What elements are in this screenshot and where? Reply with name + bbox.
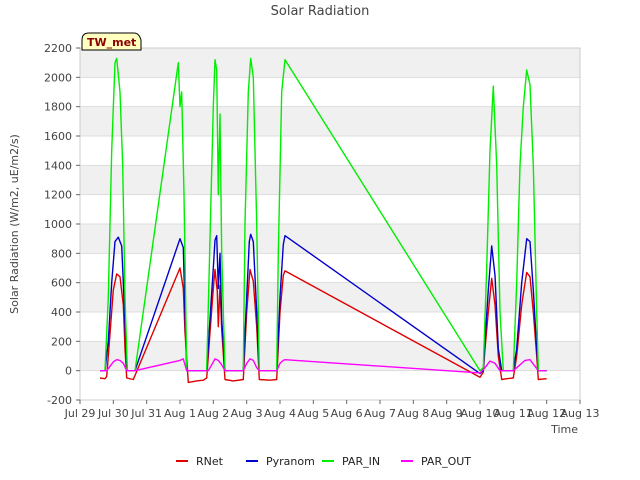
y-tick-label: 800: [51, 247, 72, 260]
y-tick-label: 400: [51, 306, 72, 319]
grid-band: [80, 282, 580, 312]
x-tick-label: Aug 5: [297, 407, 329, 420]
x-tick-label: Aug 4: [264, 407, 296, 420]
chart-title: Solar Radiation: [271, 4, 370, 19]
x-tick-label: Aug 8: [397, 407, 429, 420]
y-tick-label: 1000: [44, 218, 72, 231]
y-tick-label: 0: [65, 365, 72, 378]
x-tick-label: Aug 7: [364, 407, 396, 420]
y-axis-label: Solar Radiation (W/m2, uE/m2/s): [8, 134, 21, 314]
legend-label: Pyranom: [266, 455, 315, 468]
legend-label: RNet: [196, 455, 224, 468]
y-tick-label: 2200: [44, 42, 72, 55]
series-line-par-in: [104, 57, 547, 372]
y-tick-label: -200: [47, 394, 72, 407]
legend: RNet Pyranom PAR_IN PAR_OUT: [176, 455, 471, 468]
y-tick-label: 2000: [44, 71, 72, 84]
y-tick-label: 1400: [44, 159, 72, 172]
x-tick-label: Aug 2: [197, 407, 229, 420]
x-tick-label: Aug 1: [164, 407, 196, 420]
y-tick-label: 1600: [44, 130, 72, 143]
station-badge: TW_met: [81, 32, 142, 51]
series-line-par-out: [100, 358, 547, 374]
x-axis-label: Time: [550, 423, 578, 436]
station-badge-label: TW_met: [87, 36, 136, 49]
series-layer: [99, 57, 547, 384]
y-axis-ticks: -200 0 200 400 600 800 1000 1200 1400 1600 1800 200…: [44, 42, 80, 407]
x-tick-label: Aug 3: [231, 407, 263, 420]
x-tick-label: Aug 10: [461, 407, 500, 420]
y-tick-label: 1800: [44, 101, 72, 114]
legend-label: PAR_OUT: [421, 455, 471, 468]
x-tick-label: Aug 9: [431, 407, 463, 420]
y-tick-label: 1200: [44, 189, 72, 202]
x-tick-label: Jul 30: [97, 407, 129, 420]
grid-bands: [80, 48, 580, 371]
grid-band: [80, 48, 580, 78]
y-tick-label: 600: [51, 277, 72, 290]
x-tick-label: Aug 12: [527, 407, 566, 420]
grid-band: [80, 165, 580, 195]
grid-band: [80, 224, 580, 254]
x-tick-label: Aug 13: [561, 407, 600, 420]
y-tick-label: 200: [51, 335, 72, 348]
x-tick-label: Jul 31: [130, 407, 162, 420]
x-axis-ticks: Jul 29 Jul 30 Jul 31 Aug 1 Aug 2 Aug 3 Aug 4 Au…: [64, 400, 600, 420]
x-tick-label: Jul 29: [64, 407, 96, 420]
legend-label: PAR_IN: [342, 455, 380, 468]
x-tick-label: Aug 11: [494, 407, 533, 420]
x-tick-label: Aug 6: [331, 407, 363, 420]
